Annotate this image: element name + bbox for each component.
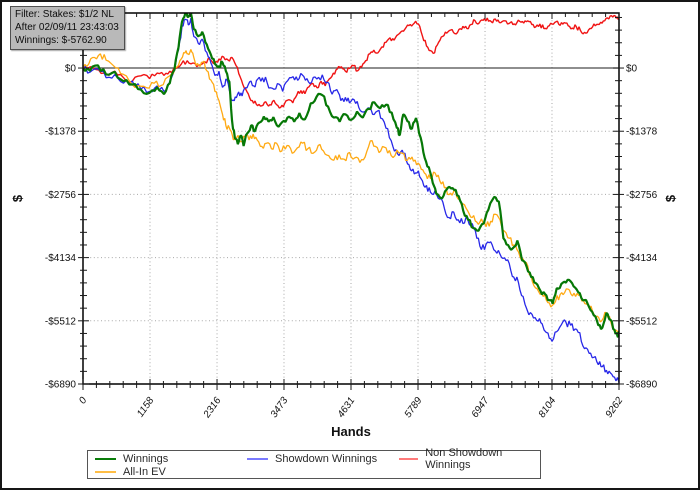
filter-info-box: Filter: Stakes: $1/2 NL After 02/09/11 2…	[10, 6, 125, 50]
winnings-line: Winnings: $-5762.90	[15, 35, 107, 46]
series-non-showdown-winnings	[83, 14, 619, 109]
legend-line-swatch	[399, 457, 419, 460]
x-tick-label: 6947	[470, 395, 492, 420]
legend-item: All-In EV	[88, 465, 240, 478]
y-tick-label-right: -$1378	[626, 127, 658, 138]
series-winnings	[83, 13, 619, 338]
legend-item-label: Showdown Winnings	[275, 452, 378, 465]
x-tick-label: 0	[77, 395, 89, 406]
legend-item: Showdown Winnings	[240, 452, 392, 465]
legend-line-swatch	[95, 457, 116, 460]
legend-line-swatch	[247, 457, 268, 460]
x-tick-label: 9262	[604, 395, 626, 420]
y-tick-label-left: -$4134	[45, 253, 77, 264]
legend-item: Winnings	[88, 452, 240, 465]
legend-item-label: Winnings	[123, 452, 169, 465]
x-tick-label: 5789	[403, 395, 425, 420]
x-tick-label: 2316	[201, 395, 224, 421]
y-tick-label-right: -$4134	[626, 253, 658, 264]
legend-item: Non Showdown Winnings	[392, 447, 540, 471]
gridlines	[83, 13, 619, 384]
y-tick-label-left: -$1378	[45, 127, 77, 138]
x-tick-label: 8104	[537, 395, 559, 420]
plot-area[interactable]	[82, 12, 620, 385]
y-tick-label-left: $0	[65, 64, 77, 75]
filter-line: Filter: Stakes: $1/2 NL	[15, 9, 114, 20]
x-axis-title: Hands	[331, 424, 371, 439]
legend-item-label: Non Showdown Winnings	[425, 446, 503, 471]
y-tick-label-left: -$5512	[45, 316, 77, 327]
series-lines	[83, 13, 619, 383]
y-tick-label-right: -$6890	[626, 380, 658, 391]
x-tick-label: 4631	[336, 395, 358, 420]
x-tick-label: 1158	[135, 395, 157, 419]
y-tick-label-left: -$2756	[45, 190, 77, 201]
y-tick-label-right: -$2756	[626, 190, 658, 201]
series-all-in-ev	[83, 49, 619, 338]
chart-legend: Winnings Showdown Winnings Non Showdown Wi…	[87, 447, 541, 479]
y-tick-label-right: -$5512	[626, 316, 658, 327]
x-tick-label: 3473	[269, 395, 291, 420]
y-axis-title-right: $	[663, 194, 678, 202]
y-tick-label-left: -$6890	[45, 380, 77, 391]
y-tick-label-right: $0	[626, 64, 638, 75]
after-line: After 02/09/11 23:43:03	[15, 22, 119, 33]
series-showdown-winnings	[83, 17, 619, 383]
legend-line-swatch	[95, 470, 116, 473]
y-axis-title-left: $	[10, 194, 25, 202]
legend-item-label: All-In EV	[123, 465, 166, 478]
axis-ticks	[78, 13, 624, 390]
